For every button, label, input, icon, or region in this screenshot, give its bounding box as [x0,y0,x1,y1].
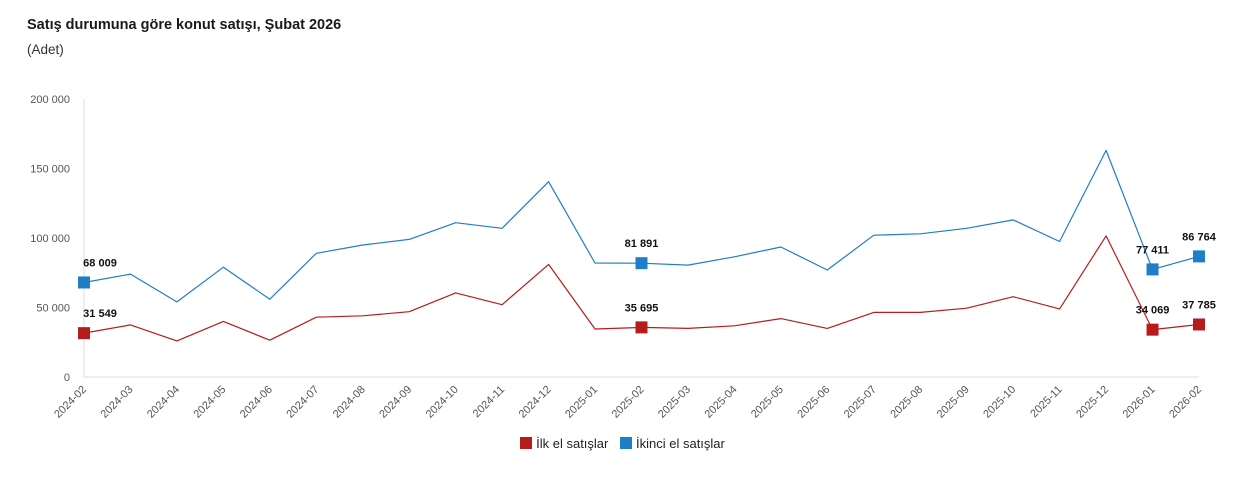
series-0-point [919,311,921,313]
y-tick-label: 50 000 [36,303,70,315]
series-0-point [780,317,782,319]
series-1-point [315,252,317,254]
y-tick-label: 0 [64,372,70,384]
series-1-point [222,266,224,268]
series-1-data-label: 68 009 [83,257,117,269]
x-tick-label: 2025-01 [563,384,600,421]
legend-swatch-ikinci-el [620,437,632,449]
series-1-marker [635,257,648,270]
series-1-point [1105,149,1107,151]
series-0-point [269,339,271,341]
x-tick-label: 2025-02 [610,384,647,421]
x-tick-label: 2024-10 [424,384,461,421]
x-tick-label: 2024-03 [99,384,136,421]
series-0-marker [635,321,648,334]
series-1-point [733,256,735,258]
x-tick-label: 2024-12 [517,384,554,421]
x-tick-label: 2024-07 [284,384,321,421]
series-1-point [547,181,549,183]
x-tick-label: 2024-08 [331,384,368,421]
series-1-point [873,234,875,236]
legend-label-ikinci-el: İkinci el satışlar [636,436,725,451]
x-tick-label: 2025-07 [842,384,879,421]
series-0-marker [1146,323,1159,336]
x-tick-label: 2024-04 [145,384,182,421]
series-1-point [1012,219,1014,221]
y-tick-label: 100 000 [30,233,70,245]
series-1-marker [78,276,90,289]
series-1-point [594,262,596,264]
series-1-point [408,238,410,240]
legend-item-ikinci-el[interactable]: İkinci el satışlar [620,436,725,451]
series-1-point [454,222,456,224]
series-0-data-label: 35 695 [625,302,659,314]
chart-legend: İlk el satışlar İkinci el satışlar [0,436,1245,451]
x-tick-label: 2024-02 [52,384,89,421]
series-0-point [733,325,735,327]
series-0-point [966,307,968,309]
series-1-data-label: 86 764 [1182,231,1217,243]
series-0-data-label: 31 549 [83,308,117,320]
series-0-data-label: 37 785 [1182,299,1216,311]
x-tick-label: 2026-02 [1167,384,1204,421]
series-1-point [501,227,503,229]
x-tick-label: 2025-03 [656,384,693,421]
series-0-point [501,304,503,306]
x-tick-label: 2024-11 [471,384,507,420]
series-1-point [362,244,364,246]
series-1-point [826,269,828,271]
x-tick-label: 2025-04 [703,384,740,421]
series-line-1 [83,149,1200,303]
legend-item-ilk-el[interactable]: İlk el satışlar [520,436,608,451]
series-0-point [826,327,828,329]
series-0-point [1105,235,1107,237]
series-0-data-label: 34 069 [1136,305,1170,317]
series-0-point [1058,308,1060,310]
series-1-marker [1146,263,1159,276]
series-0-point [687,327,689,329]
y-tick-label: 200 000 [30,94,70,106]
x-tick-label: 2024-09 [377,384,414,421]
series-1-data-label: 81 891 [625,238,659,250]
chart-title: Satış durumuna göre konut satışı, Şubat … [27,17,342,33]
series-0-point [176,340,178,342]
x-tick-label: 2025-10 [981,384,1018,421]
legend-label-ilk-el: İlk el satışlar [536,436,609,451]
series-1-data-label: 77 411 [1136,244,1169,256]
x-tick-label: 2025-11 [1028,384,1064,420]
x-tick-label: 2026-01 [1121,384,1158,421]
legend-swatch-ilk-el [520,437,533,449]
series-0-point [315,316,317,318]
series-1-point [780,246,782,248]
series-1-point [919,233,921,235]
series-0-point [547,263,549,265]
x-tick-label: 2025-12 [1074,384,1111,421]
series-1-point [966,227,968,229]
series-1-point [269,298,271,300]
series-0-point [594,328,596,330]
x-tick-label: 2024-06 [238,384,275,421]
series-0-point [1012,295,1014,297]
series-0-point [408,310,410,312]
series-1-point [1058,240,1060,242]
chart-subtitle: (Adet) [27,42,64,57]
series-1-point [687,264,689,266]
series-1-point [176,301,178,303]
x-tick-label: 2025-08 [888,384,925,421]
x-tick-label: 2025-09 [935,384,972,421]
series-0-point [222,320,224,322]
series-0-point [873,311,875,313]
y-tick-label: 150 000 [30,164,70,176]
series-1-marker [1193,250,1205,263]
series-0-marker [78,327,90,340]
series-0-point [129,324,131,326]
series-0-point [362,315,364,317]
series-0-point [454,292,456,294]
x-tick-label: 2025-05 [749,384,786,421]
x-tick-label: 2024-05 [191,384,228,421]
series-0-marker [1193,318,1205,331]
series-1-point [129,273,131,275]
x-tick-label: 2025-06 [795,384,832,421]
